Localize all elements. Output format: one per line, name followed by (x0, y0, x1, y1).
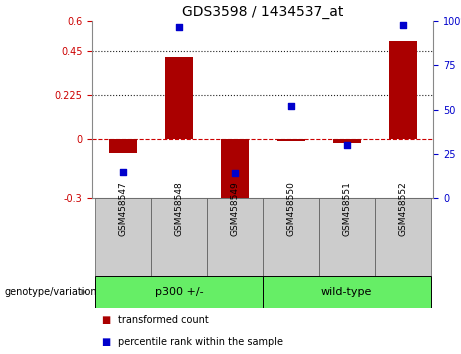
Text: genotype/variation: genotype/variation (5, 287, 97, 297)
Text: GSM458552: GSM458552 (398, 181, 407, 236)
Bar (151, 198, 207, 276)
Text: wild-type: wild-type (321, 287, 372, 297)
Text: ■: ■ (101, 315, 111, 325)
Bar (109, 139, 137, 153)
Text: percentile rank within the sample: percentile rank within the sample (118, 337, 283, 347)
Text: p300 +/-: p300 +/- (154, 287, 203, 297)
Text: GSM458547: GSM458547 (118, 181, 127, 236)
Bar (95, 276, 263, 308)
Point (287, 103, 295, 109)
Bar (333, 139, 361, 143)
Point (119, 169, 127, 175)
Text: GSM458551: GSM458551 (342, 181, 351, 236)
Bar (165, 57, 193, 139)
Bar (375, 198, 431, 276)
Bar (263, 198, 319, 276)
Bar (263, 276, 431, 308)
Text: GSM458550: GSM458550 (286, 181, 295, 236)
Bar (221, 139, 249, 202)
Point (343, 142, 350, 148)
Text: ■: ■ (101, 337, 111, 347)
Text: GSM458549: GSM458549 (230, 181, 239, 236)
Bar (319, 198, 375, 276)
Bar (389, 41, 417, 139)
Point (399, 22, 406, 28)
Title: GDS3598 / 1434537_at: GDS3598 / 1434537_at (182, 5, 343, 19)
Point (175, 24, 183, 29)
Text: GSM458548: GSM458548 (174, 181, 183, 236)
Bar (207, 198, 263, 276)
Text: transformed count: transformed count (118, 315, 208, 325)
Bar (277, 139, 305, 141)
Point (231, 171, 238, 176)
Bar (95, 198, 151, 276)
